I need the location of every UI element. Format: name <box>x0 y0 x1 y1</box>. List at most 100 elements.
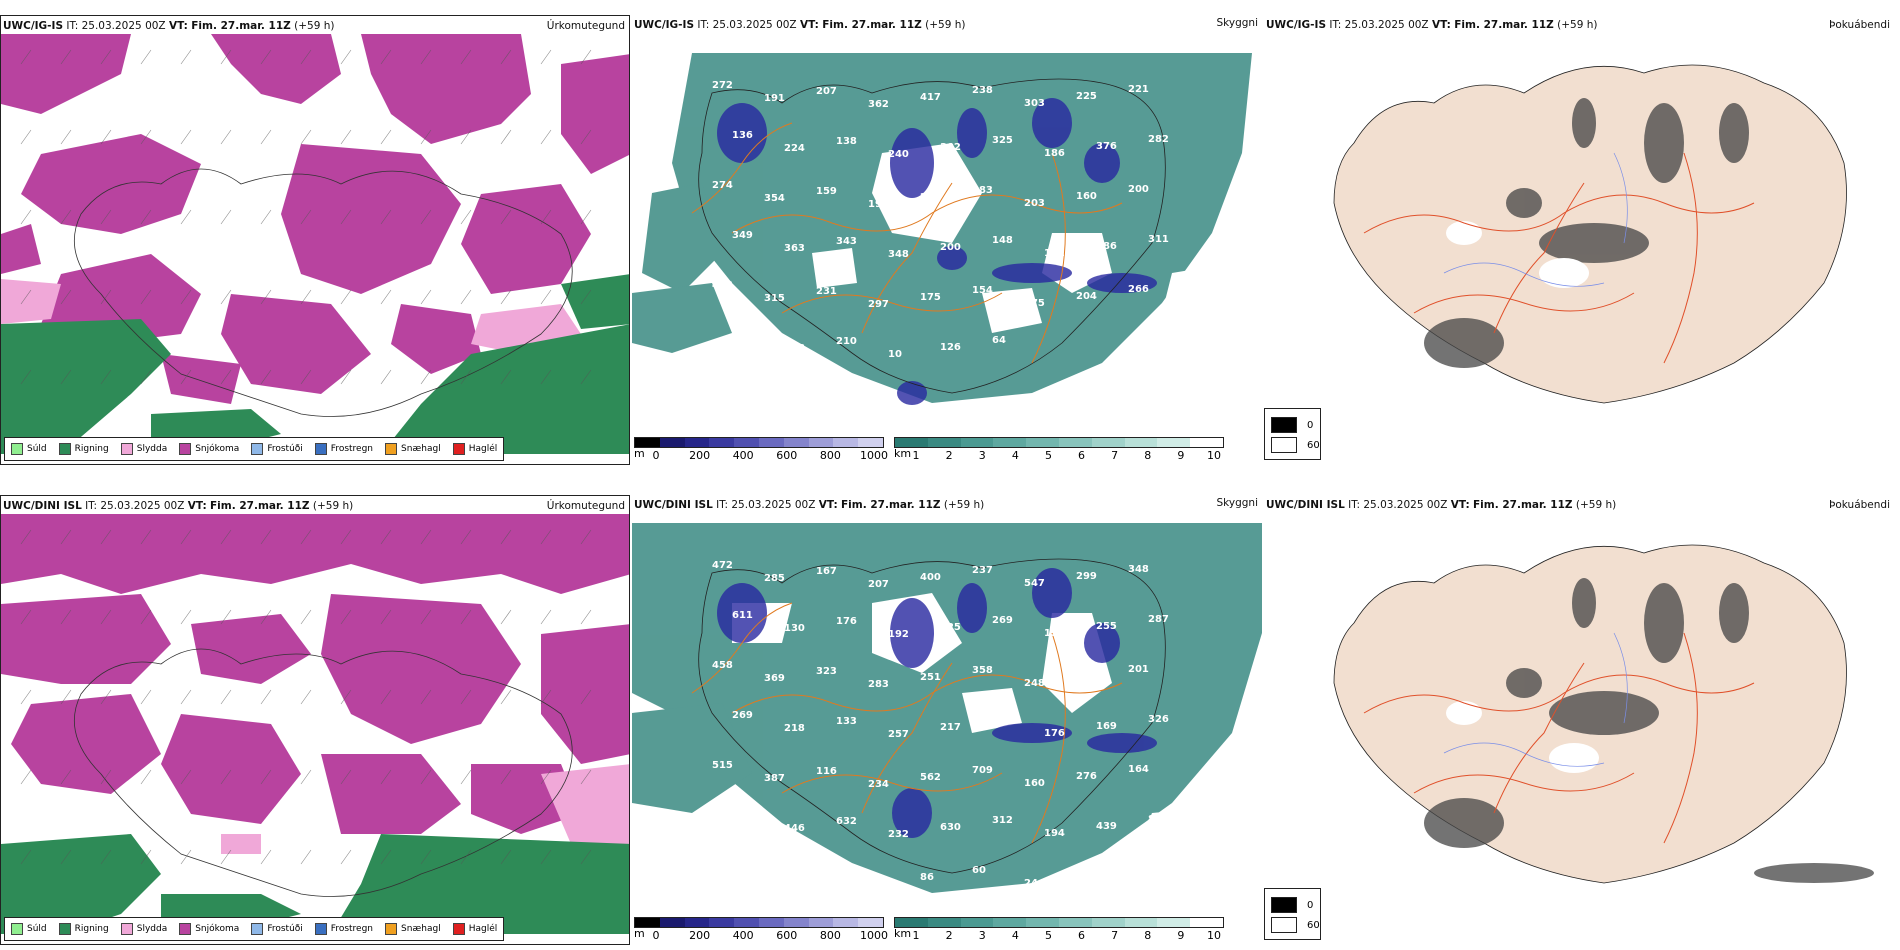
colorbar-tick-label: 1 <box>912 449 920 462</box>
cloud-base-label: 224 <box>784 143 805 154</box>
cloud-base-label: 266 <box>1128 284 1149 295</box>
colorbar-tick-label: 600 <box>776 449 798 462</box>
cloud-base-label: 225 <box>940 622 961 633</box>
colorbar-tick-label: 800 <box>819 449 841 462</box>
legend-swatch <box>452 443 465 455</box>
colorbar-tick-label: 1000 <box>860 449 888 462</box>
panel-header: UWC/IG-IS IT: 25.03.2025 00Z VT: Fim. 27… <box>634 19 966 31</box>
panel-header: UWC/IG-IS IT: 25.03.2025 00Z VT: Fim. 27… <box>3 20 335 32</box>
legend-item-sleet: Slydda <box>120 923 167 935</box>
cloud-base-label: 323 <box>816 666 837 677</box>
cloud-base-label: 175 <box>1024 298 1045 309</box>
cloud-base-label: 176 <box>1044 728 1065 739</box>
colorbar-tick-label: 2 <box>945 449 953 462</box>
legend-item-freezing-rain: Frostregn <box>314 923 373 935</box>
panel-header: UWC/IG-IS IT: 25.03.2025 00Z VT: Fim. 27… <box>1266 19 1598 31</box>
colorbar-tick-label: 6 <box>1078 929 1086 942</box>
cloud-base-label: 274 <box>712 180 733 191</box>
cloud-base-label: 299 <box>1076 571 1097 582</box>
colorbar-unit: m <box>634 927 645 940</box>
cloud-base-label: 136 <box>732 130 753 141</box>
cloud-base-labels: 272 191 207 362 417 238 303 225 221 136 224 138 240 3… <box>712 80 1169 360</box>
cloud-base-label: 192 <box>888 629 909 640</box>
cloud-base-label: 84 <box>1148 814 1162 825</box>
colorbar-segment <box>1058 438 1092 447</box>
cloud-base-label: 347 <box>712 860 733 871</box>
colorbar-tick-label: 4 <box>1011 449 1019 462</box>
fog-map <box>1264 513 1894 913</box>
legend-item-snow-pellets: Snæhagl <box>385 443 441 455</box>
colorbar-tick-label: 5 <box>1044 929 1052 942</box>
cloud-base-label: 160 <box>1024 778 1045 789</box>
legend-item-snow: Snjókoma <box>179 923 239 935</box>
colorbar-segment <box>1026 438 1059 447</box>
legend-swatch <box>58 923 71 935</box>
cloud-base-label: 243 <box>920 192 941 203</box>
colorbar-tick-label: 800 <box>819 929 841 942</box>
legend-swatch <box>120 923 133 935</box>
colorbar-tick-label: 8 <box>1144 929 1152 942</box>
colorbar-tick-label: 600 <box>776 929 798 942</box>
cloud-base-label: 458 <box>712 660 733 671</box>
cloud-base-label: 348 <box>1128 564 1149 575</box>
cloud-base-label: 269 <box>732 710 753 721</box>
colorbar-segment <box>635 918 660 927</box>
cloud-base-label: 285 <box>764 573 785 584</box>
colorbar-tick-label: 400 <box>732 449 754 462</box>
cloud-base-label: 152 <box>1044 628 1065 639</box>
cloud-base-label: 312 <box>992 815 1013 826</box>
cloud-base-label: 400 <box>920 572 941 583</box>
panel-header: UWC/DINI ISL IT: 25.03.2025 00Z VT: Fim.… <box>3 500 354 512</box>
cloud-base-label: 238 <box>972 85 993 96</box>
colorbar-segment <box>1190 918 1223 927</box>
cloud-base-label: 446 <box>784 823 805 834</box>
cloud-base-label: 272 <box>712 80 733 91</box>
colorbar-segment <box>734 438 759 447</box>
cloud-base-label: 194 <box>1044 828 1065 839</box>
legend-item-sleet: Slydda <box>120 443 167 455</box>
colorbar-segment <box>783 438 809 447</box>
cloud-base-label: 10 <box>888 349 902 360</box>
visibility-panel-dini: UWC/DINI ISL IT: 25.03.2025 00Z VT: Fim.… <box>632 495 1262 945</box>
visibility-colorbar: 1 2 3 4 5 6 7 8 9 10 km <box>894 437 1224 463</box>
cloud-base-label: 64 <box>992 335 1006 346</box>
colorbar-tick-label: 400 <box>732 929 754 942</box>
cloud-base-label: 348 <box>888 249 909 260</box>
cloud-base-label: 138 <box>836 136 857 147</box>
cloud-base-label: 207 <box>992 715 1013 726</box>
cloud-base-label: 244 <box>1024 878 1045 889</box>
legend-swatch <box>314 923 327 935</box>
cloud-base-label: 362 <box>868 99 889 110</box>
colorbar-segment <box>758 918 784 927</box>
legend-item-freezing-rain: Frostregn <box>314 443 373 455</box>
cloud-base-label: 60 <box>972 865 986 876</box>
legend-swatch <box>1271 437 1297 453</box>
colorbar-segment <box>659 438 685 447</box>
legend-swatch <box>58 443 71 455</box>
colorbar-tick-label: 0 <box>652 929 660 942</box>
visibility-panel-igis: UWC/IG-IS IT: 25.03.2025 00Z VT: Fim. 27… <box>632 15 1262 465</box>
cloud-base-label: 201 <box>1128 664 1149 675</box>
precip-type-panel-igis: UWC/IG-IS IT: 25.03.2025 00Z VT: Fim. 27… <box>0 15 630 465</box>
cloud-base-label: 562 <box>920 772 941 783</box>
cloud-base-label: 86 <box>920 872 934 883</box>
fog-legend: 0 60 <box>1264 888 1321 940</box>
legend-item-freezing-drizzle: Frostúði <box>251 443 303 455</box>
cloud-base-label: 159 <box>816 186 837 197</box>
colorbar-tick-label: 0 <box>652 449 660 462</box>
legend-item-drizzle: Súld <box>11 923 47 935</box>
cloud-base-label: 160 <box>1076 191 1097 202</box>
fog-legend: 0 60 <box>1264 408 1321 460</box>
panel-title: Þokuábendi <box>1829 19 1890 31</box>
colorbar-segment <box>709 918 735 927</box>
legend-swatch <box>179 443 192 455</box>
legend-item-rain: Rigning <box>58 923 109 935</box>
legend-item-freezing-drizzle: Frostúði <box>251 923 303 935</box>
cloud-base-label: 257 <box>888 729 909 740</box>
colorbar-segment <box>1026 918 1059 927</box>
colorbar-tick-label: 200 <box>689 929 711 942</box>
cloud-base-label: 237 <box>972 565 993 576</box>
legend-item-rain: Rigning <box>58 443 109 455</box>
legend-swatch <box>385 443 398 455</box>
cloud-base-label: 175 <box>920 292 941 303</box>
